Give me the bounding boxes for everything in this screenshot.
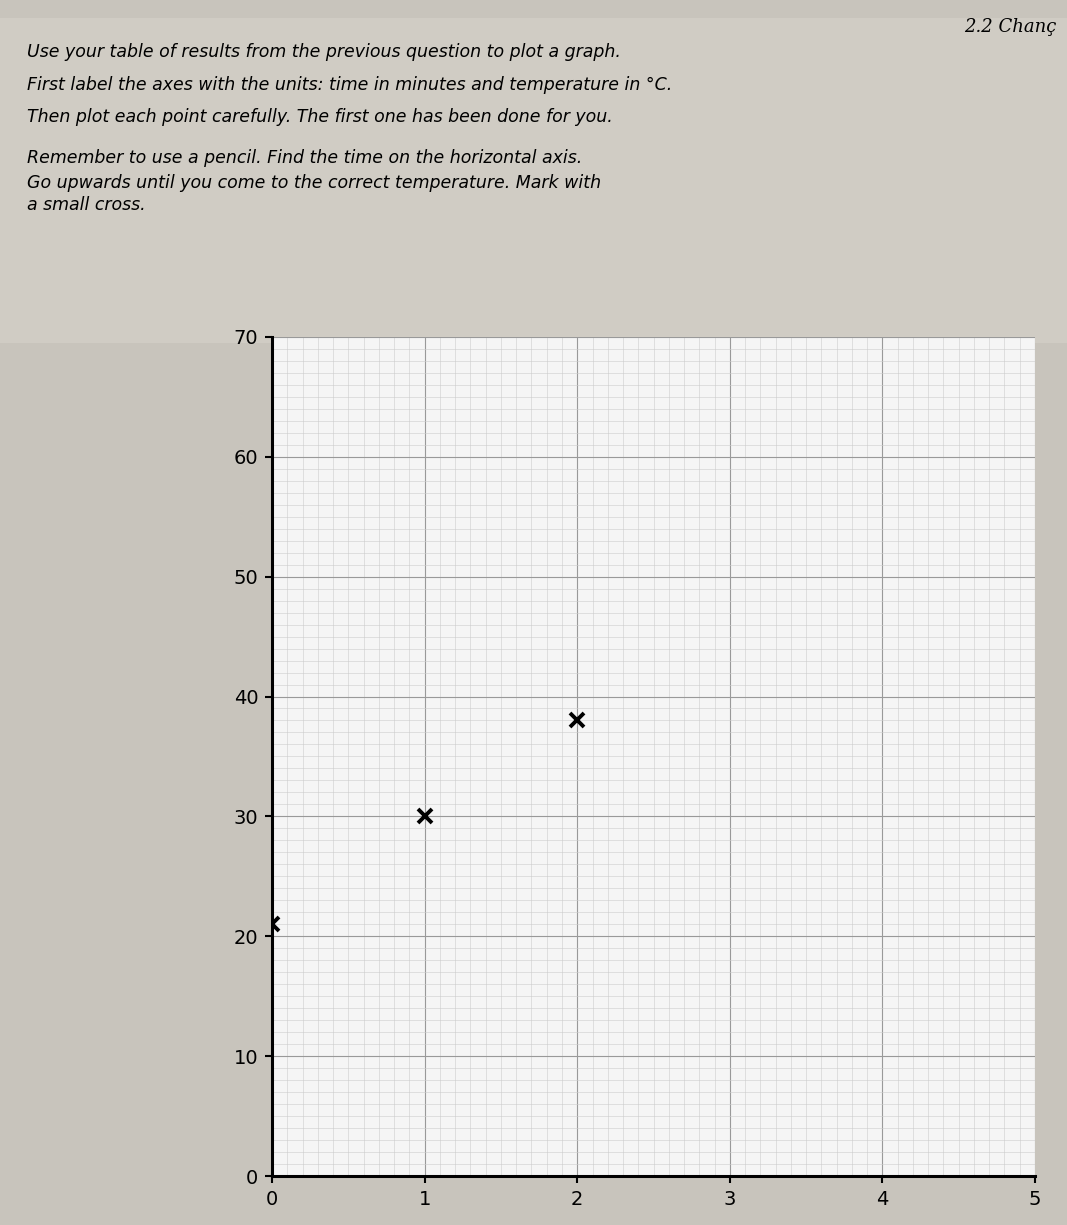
Text: Go upwards until you come to the correct temperature. Mark with: Go upwards until you come to the correct…: [27, 174, 601, 192]
Text: First label the axes with the units: time in minutes and temperature in °C.: First label the axes with the units: tim…: [27, 76, 672, 94]
Text: a small cross.: a small cross.: [27, 196, 145, 214]
Text: Remember to use a pencil. Find the time on the horizontal axis.: Remember to use a pencil. Find the time …: [27, 149, 582, 168]
Text: Then plot each point carefully. The first one has been done for you.: Then plot each point carefully. The firs…: [27, 108, 612, 126]
Text: 2.2 Chanç: 2.2 Chanç: [964, 18, 1056, 37]
Bar: [0, 18, 1067, 343]
Text: Use your table of results from the previous question to plot a graph.: Use your table of results from the previ…: [27, 43, 621, 61]
